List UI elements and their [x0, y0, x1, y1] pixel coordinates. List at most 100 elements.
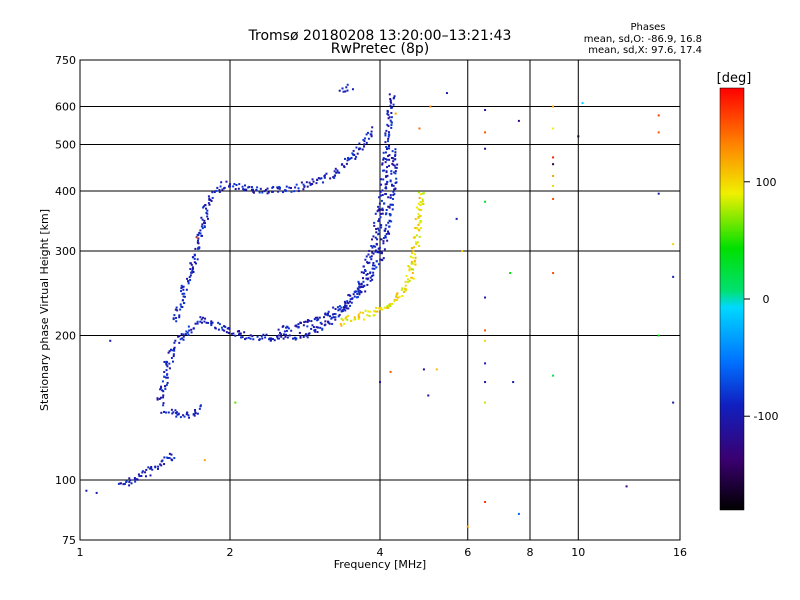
echo-point: [302, 188, 305, 191]
echo-point: [366, 131, 369, 134]
echo-point: [277, 337, 280, 340]
echo-point: [391, 150, 394, 153]
echo-point: [388, 205, 391, 208]
echo-point: [362, 285, 365, 288]
scattered-echo-point: [109, 339, 112, 342]
echo-point: [421, 192, 424, 195]
echo-point: [182, 285, 185, 288]
echo-point: [317, 318, 320, 321]
scattered-echo-point: [484, 147, 487, 150]
scattered-echo-point: [394, 112, 397, 115]
echo-point: [386, 305, 389, 308]
echo-point: [163, 410, 166, 413]
echo-point: [412, 262, 415, 265]
echo-point: [270, 339, 273, 342]
scattered-echo-point: [552, 163, 555, 166]
echo-point: [390, 183, 393, 186]
echo-point: [316, 316, 319, 319]
echo-point: [358, 293, 361, 296]
echo-point: [363, 145, 366, 148]
echo-point: [410, 260, 413, 263]
echo-point: [259, 187, 262, 190]
echo-point: [382, 257, 385, 260]
echo-point: [278, 331, 281, 334]
echo-point: [332, 306, 335, 309]
echo-point: [360, 291, 363, 294]
echo-point: [182, 295, 185, 298]
echo-point: [388, 158, 391, 161]
echo-point: [361, 148, 364, 151]
echo-point: [250, 186, 253, 189]
echo-point: [380, 183, 383, 186]
scattered-echo-point: [196, 236, 199, 239]
echo-point: [363, 269, 366, 272]
echo-point: [188, 329, 191, 332]
echo-point: [165, 383, 168, 386]
echo-point: [282, 191, 285, 194]
echo-point: [341, 87, 344, 90]
echo-point: [393, 164, 396, 167]
echo-point: [188, 416, 191, 419]
echo-point: [302, 324, 305, 327]
echo-point: [191, 270, 194, 273]
echo-point: [158, 397, 161, 400]
echo-point: [370, 275, 373, 278]
echo-point: [174, 308, 177, 311]
echo-point: [180, 333, 183, 336]
echo-point: [386, 140, 389, 143]
echo-point: [393, 300, 396, 303]
echo-point: [382, 151, 385, 154]
echo-point: [389, 98, 392, 101]
scattered-echo-point: [657, 334, 660, 337]
scattered-echo-point: [657, 131, 660, 134]
echo-point: [187, 325, 190, 328]
echo-point: [381, 209, 384, 212]
echo-point: [313, 318, 316, 321]
echo-point: [374, 212, 377, 215]
scattered-echo-point: [552, 105, 555, 108]
y-tick-label: 600: [55, 101, 76, 114]
echo-point: [338, 171, 341, 174]
echo-point: [417, 213, 420, 216]
echo-point: [165, 362, 168, 365]
echo-point: [128, 484, 131, 487]
echo-point: [165, 376, 168, 379]
echo-point: [192, 413, 195, 416]
echo-point: [384, 235, 387, 238]
stats-o-mode: mean, sd,O: -86.9, 16.8: [584, 34, 702, 45]
echo-point: [283, 330, 286, 333]
echo-point: [178, 316, 181, 319]
echo-point: [181, 292, 184, 295]
echo-point: [386, 158, 389, 161]
echo-point: [245, 337, 248, 340]
echo-point: [388, 164, 391, 167]
echo-point: [384, 186, 387, 189]
echo-point: [250, 188, 253, 191]
echo-point: [370, 135, 373, 138]
echo-point: [230, 332, 233, 335]
echo-point: [156, 398, 159, 401]
echo-point: [396, 292, 399, 295]
echo-point: [315, 326, 318, 329]
echo-point: [217, 321, 220, 324]
echo-point: [357, 318, 360, 321]
scattered-echo-point: [484, 381, 487, 384]
echo-point: [352, 149, 355, 152]
echo-point: [339, 322, 342, 325]
echo-point: [309, 183, 312, 186]
echo-point: [384, 161, 387, 164]
echo-point: [380, 178, 383, 181]
echo-point: [247, 336, 250, 339]
echo-point: [389, 196, 392, 199]
echo-point: [187, 414, 190, 417]
echo-point: [220, 326, 223, 329]
echo-point: [280, 333, 283, 336]
echo-point: [338, 313, 341, 316]
echo-point: [377, 220, 380, 223]
echo-point: [385, 233, 388, 236]
echo-point: [181, 299, 184, 302]
echo-point: [252, 338, 255, 341]
echo-point: [251, 188, 254, 191]
echo-point: [379, 258, 382, 261]
echo-point: [227, 331, 230, 334]
